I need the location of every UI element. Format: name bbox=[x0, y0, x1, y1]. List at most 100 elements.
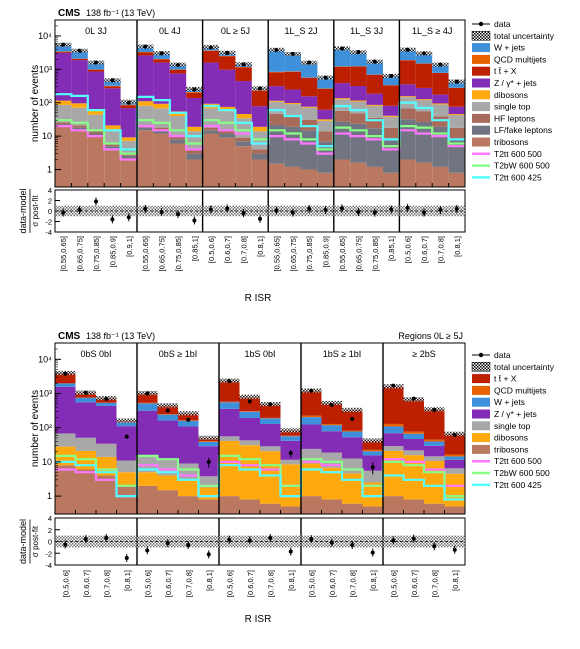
bin-label: [0.6,0.7] bbox=[420, 236, 429, 263]
bar-zjets bbox=[350, 86, 367, 101]
bar-zjets bbox=[260, 423, 281, 447]
bar-qcd bbox=[120, 104, 137, 106]
lumi-label: 138 fb⁻¹ (13 TeV) bbox=[86, 331, 155, 341]
data-point bbox=[356, 50, 361, 55]
uncertainty-band bbox=[198, 435, 219, 440]
ratio-axis-sublabel: σ post-fit bbox=[31, 195, 40, 227]
legend-label: HF leptons bbox=[494, 113, 535, 123]
ratio-point bbox=[241, 211, 246, 216]
bar-singletop bbox=[137, 455, 158, 473]
bar-singletop bbox=[321, 452, 342, 468]
bar-tribosons bbox=[444, 506, 465, 514]
bar-ttx bbox=[71, 58, 88, 61]
bin-label: [0.7,0.8] bbox=[436, 236, 445, 263]
group-label: 1L_S 2J bbox=[284, 26, 317, 36]
bar-zjets bbox=[317, 109, 334, 120]
bar-hf bbox=[448, 127, 465, 138]
ratio-point bbox=[225, 206, 230, 211]
y-tick-label: 10² bbox=[39, 98, 52, 108]
bar-qcd bbox=[186, 92, 203, 93]
legend-label: dibosons bbox=[494, 90, 528, 100]
legend-swatch-ttx bbox=[472, 374, 490, 384]
bar-lffake bbox=[153, 130, 170, 134]
legend-swatch-ttx bbox=[472, 66, 490, 76]
bin-label: [0.6,0.7] bbox=[223, 236, 232, 263]
ratio-point bbox=[126, 215, 131, 220]
legend-swatch-hf bbox=[472, 113, 490, 123]
bar-singletop bbox=[75, 437, 96, 451]
ratio-axis-label: data-model bbox=[18, 519, 28, 564]
bar-ttx bbox=[137, 52, 154, 56]
bar-tribosons bbox=[333, 159, 351, 187]
group-label: 0bS ≥ 1bI bbox=[159, 349, 197, 359]
bar-wjets bbox=[104, 80, 121, 86]
bar-tribosons bbox=[383, 496, 404, 514]
bar-hf bbox=[268, 113, 285, 126]
signal-sig2 bbox=[55, 119, 465, 155]
ratio-point bbox=[77, 207, 82, 212]
legend-label: T2bW 600 500 bbox=[494, 161, 550, 171]
bar-dibosons bbox=[432, 103, 449, 105]
bar-ttx bbox=[169, 70, 187, 74]
legend-marker bbox=[478, 21, 484, 27]
bar-wjets bbox=[71, 50, 88, 59]
bin-label: [0.65,0.75] bbox=[289, 236, 298, 271]
bar-singletop bbox=[116, 460, 137, 473]
bar-hf bbox=[153, 127, 170, 131]
bar-dibosons bbox=[317, 119, 334, 121]
bar-wjets bbox=[399, 49, 416, 61]
ratio-tick-label: 0 bbox=[48, 538, 52, 547]
bar-wjets bbox=[383, 426, 404, 434]
bar-wjets bbox=[153, 53, 170, 59]
ratio-point bbox=[454, 206, 459, 211]
uncertainty-band bbox=[362, 438, 383, 443]
ratio-point bbox=[438, 207, 443, 212]
bar-zjets bbox=[321, 431, 342, 453]
legend-swatch-tribosons bbox=[472, 444, 490, 454]
bar-qcd bbox=[403, 431, 424, 434]
bin-label: [0.75,0.85] bbox=[174, 236, 183, 271]
ratio-tick-label: 2 bbox=[48, 197, 52, 206]
bar-lffake bbox=[186, 153, 203, 160]
bar-hf bbox=[55, 122, 72, 125]
bar-dibosons bbox=[137, 101, 154, 106]
bar-qcd bbox=[424, 439, 445, 442]
bar-ttx bbox=[399, 60, 416, 85]
bar-wjets bbox=[75, 397, 96, 403]
bar-dibosons bbox=[55, 100, 72, 105]
y-tick-label: 10⁴ bbox=[38, 354, 52, 364]
bar-tribosons bbox=[321, 499, 342, 514]
bar-dibosons bbox=[399, 96, 416, 98]
bar-zjets bbox=[284, 89, 301, 103]
bar-singletop bbox=[87, 114, 105, 132]
bar-dibosons bbox=[284, 102, 301, 105]
bar-zjets bbox=[219, 69, 236, 107]
ratio-point bbox=[411, 536, 416, 541]
bar-wjets bbox=[55, 44, 72, 52]
bar-ttx bbox=[239, 396, 260, 412]
data-point bbox=[227, 379, 232, 384]
legend-swatch-qcd bbox=[472, 54, 490, 64]
bar-dibosons bbox=[235, 113, 252, 119]
ratio-point bbox=[356, 210, 361, 215]
bar-wjets bbox=[444, 456, 465, 460]
data-point bbox=[165, 408, 170, 413]
bar-tribosons bbox=[268, 163, 285, 187]
legend-label: dibosons bbox=[494, 433, 528, 443]
bin-label: [0.65,0.75] bbox=[354, 236, 363, 271]
ratio-point bbox=[104, 535, 109, 540]
bar-wjets bbox=[55, 383, 76, 387]
data-point bbox=[422, 51, 426, 56]
bar-tribosons bbox=[219, 137, 236, 187]
bar-hf bbox=[219, 130, 236, 134]
bin-label: [0.85,1] bbox=[190, 236, 199, 261]
bar-singletop bbox=[342, 458, 363, 474]
bar-wjets bbox=[157, 414, 178, 421]
bar-dibosons bbox=[321, 467, 342, 500]
bar-qcd bbox=[219, 401, 240, 403]
bar-hf bbox=[432, 116, 449, 127]
bar-wjets bbox=[362, 451, 383, 456]
bar-tribosons bbox=[251, 159, 269, 187]
bar-ttx bbox=[186, 92, 203, 98]
